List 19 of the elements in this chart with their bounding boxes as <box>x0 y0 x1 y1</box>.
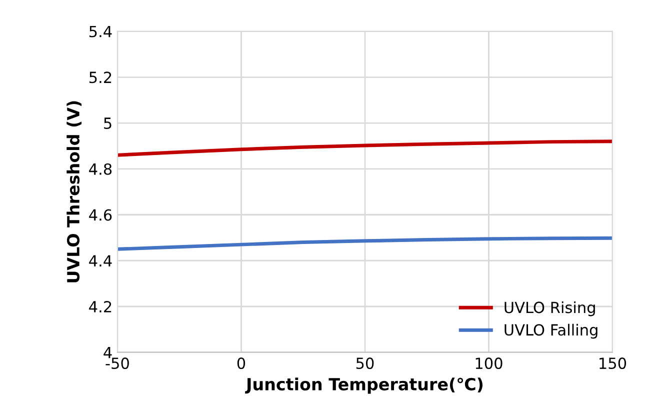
y-tick-label: 4.8 <box>89 163 112 175</box>
x-tick-label: -50 <box>106 357 129 370</box>
line-series <box>117 236 612 251</box>
y-tick-label: 5.2 <box>90 72 112 84</box>
x-tick-label: 100 <box>476 357 502 370</box>
y-tick-label: 5 <box>104 118 112 130</box>
y-tick-label: 4.4 <box>89 255 112 266</box>
x-tick-label: 150 <box>600 357 626 370</box>
y-tick-label: 4 <box>104 347 112 358</box>
x-axis-title: Junction Temperature(℃) <box>245 378 483 394</box>
legend-label: UVLO Rising <box>504 301 595 316</box>
y-tick-label: 4.2 <box>89 300 112 312</box>
x-tick-label: 0 <box>237 357 246 370</box>
y-axis-title: UVLO Threshold (V) <box>66 101 82 282</box>
line-series <box>117 140 612 157</box>
x-tick-label: 50 <box>356 357 374 370</box>
y-tick-label: 4.6 <box>89 209 112 221</box>
legend-label: UVLO Falling <box>504 324 598 339</box>
y-tick-label: 5.4 <box>90 26 112 38</box>
